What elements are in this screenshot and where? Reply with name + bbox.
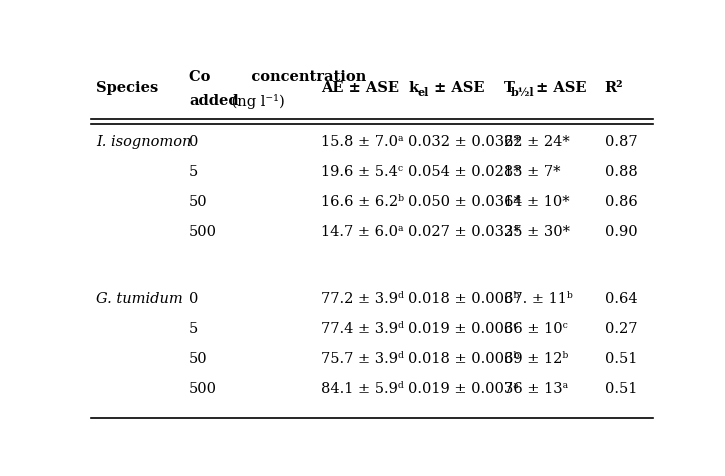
Text: 0.018 ± 0.006ᵇ: 0.018 ± 0.006ᵇ: [408, 352, 519, 366]
Text: 14.7 ± 6.0ᵃ: 14.7 ± 6.0ᵃ: [321, 225, 404, 239]
Text: 0.019 ± 0.006ᶜ: 0.019 ± 0.006ᶜ: [408, 322, 518, 336]
Text: I. isognomon: I. isognomon: [96, 135, 191, 149]
Text: 0: 0: [189, 135, 199, 149]
Text: 0.27: 0.27: [605, 322, 637, 336]
Text: k: k: [408, 81, 418, 95]
Text: Co        concentration: Co concentration: [189, 70, 366, 84]
Text: 50: 50: [189, 195, 207, 209]
Text: 36 ± 13ᵃ: 36 ± 13ᵃ: [504, 382, 568, 396]
Text: b½l: b½l: [511, 87, 534, 98]
Text: (ng l⁻¹): (ng l⁻¹): [227, 94, 285, 109]
Text: 0.054 ± 0.028*: 0.054 ± 0.028*: [408, 165, 521, 179]
Text: 14 ± 10*: 14 ± 10*: [504, 195, 569, 209]
Text: 36 ± 10ᶜ: 36 ± 10ᶜ: [504, 322, 568, 336]
Text: 39 ± 12ᵇ: 39 ± 12ᵇ: [504, 352, 568, 366]
Text: 500: 500: [189, 225, 217, 239]
Text: added: added: [189, 94, 239, 108]
Text: 5: 5: [189, 322, 198, 336]
Text: 50: 50: [189, 352, 207, 366]
Text: 5: 5: [189, 165, 198, 179]
Text: 16.6 ± 6.2ᵇ: 16.6 ± 6.2ᵇ: [321, 195, 404, 209]
Text: 37. ± 11ᵇ: 37. ± 11ᵇ: [504, 292, 572, 306]
Text: 0.032 ± 0.036*: 0.032 ± 0.036*: [408, 135, 521, 149]
Text: AE ± ASE: AE ± ASE: [321, 81, 399, 95]
Text: 75.7 ± 3.9ᵈ: 75.7 ± 3.9ᵈ: [321, 352, 404, 366]
Text: ± ASE: ± ASE: [531, 81, 586, 95]
Text: 77.2 ± 3.9ᵈ: 77.2 ± 3.9ᵈ: [321, 292, 404, 306]
Text: 0.87: 0.87: [605, 135, 637, 149]
Text: 0.86: 0.86: [605, 195, 637, 209]
Text: 19.6 ± 5.4ᶜ: 19.6 ± 5.4ᶜ: [321, 165, 403, 179]
Text: 0.90: 0.90: [605, 225, 637, 239]
Text: 15.8 ± 7.0ᵃ: 15.8 ± 7.0ᵃ: [321, 135, 404, 149]
Text: Species: Species: [96, 81, 159, 95]
Text: 0.64: 0.64: [605, 292, 637, 306]
Text: 84.1 ± 5.9ᵈ: 84.1 ± 5.9ᵈ: [321, 382, 404, 396]
Text: 0.51: 0.51: [605, 352, 637, 366]
Text: R²: R²: [605, 81, 624, 95]
Text: 0.018 ± 0.006ᵇ: 0.018 ± 0.006ᵇ: [408, 292, 519, 306]
Text: 25 ± 30*: 25 ± 30*: [504, 225, 570, 239]
Text: T: T: [504, 81, 515, 95]
Text: 77.4 ± 3.9ᵈ: 77.4 ± 3.9ᵈ: [321, 322, 404, 336]
Text: 0.51: 0.51: [605, 382, 637, 396]
Text: 0: 0: [189, 292, 199, 306]
Text: el: el: [417, 87, 428, 98]
Text: 0.019 ± 0.007ᵃ: 0.019 ± 0.007ᵃ: [408, 382, 519, 396]
Text: 0.050 ± 0.036*: 0.050 ± 0.036*: [408, 195, 521, 209]
Text: 0.027 ± 0.033*: 0.027 ± 0.033*: [408, 225, 521, 239]
Text: 22 ± 24*: 22 ± 24*: [504, 135, 569, 149]
Text: 0.88: 0.88: [605, 165, 637, 179]
Text: 13 ± 7*: 13 ± 7*: [504, 165, 560, 179]
Text: G. tumidum: G. tumidum: [96, 292, 183, 306]
Text: 500: 500: [189, 382, 217, 396]
Text: ± ASE: ± ASE: [429, 81, 484, 95]
